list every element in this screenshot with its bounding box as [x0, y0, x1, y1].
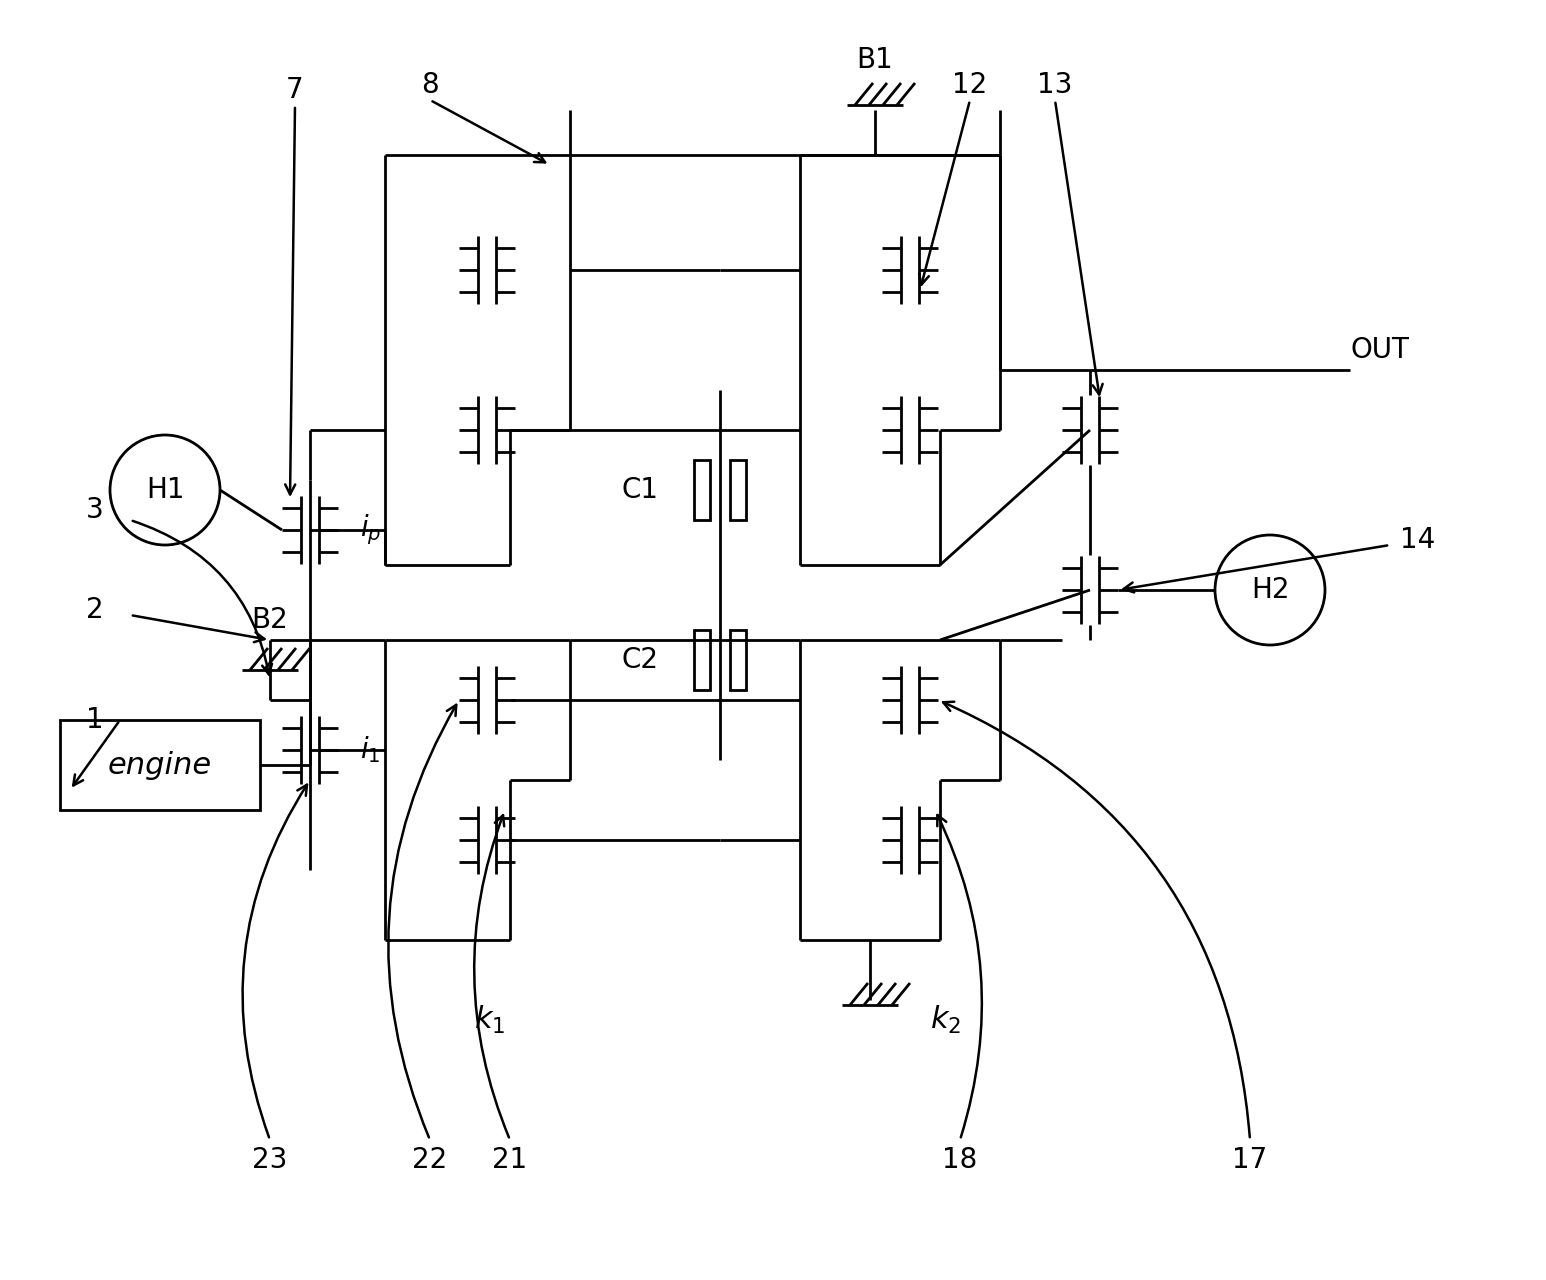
- Text: H2: H2: [1251, 576, 1289, 604]
- Text: C1: C1: [621, 476, 659, 504]
- Text: 21: 21: [492, 1146, 527, 1174]
- Text: $k_2$: $k_2$: [931, 1004, 962, 1036]
- Text: $i_1$: $i_1$: [360, 735, 380, 765]
- Bar: [60, 719, 260, 810]
- Text: 14: 14: [1401, 526, 1435, 554]
- Text: engine: engine: [108, 750, 212, 780]
- Text: 3: 3: [87, 497, 104, 524]
- Text: 7: 7: [286, 76, 305, 104]
- Text: $i_p$: $i_p$: [360, 513, 382, 548]
- Text: 12: 12: [952, 70, 988, 99]
- Text: 17: 17: [1232, 1146, 1268, 1174]
- Text: B2: B2: [252, 605, 289, 634]
- Text: 2: 2: [87, 596, 104, 625]
- Text: $k_1$: $k_1$: [475, 1004, 506, 1036]
- Text: 22: 22: [413, 1146, 448, 1174]
- Text: C2: C2: [621, 646, 659, 675]
- Text: 8: 8: [421, 70, 439, 99]
- Bar: [730, 460, 747, 520]
- Text: OUT: OUT: [1350, 337, 1408, 364]
- Bar: [730, 630, 747, 690]
- Text: 13: 13: [1037, 70, 1073, 99]
- Bar: [694, 460, 710, 520]
- Text: 23: 23: [252, 1146, 288, 1174]
- Bar: [694, 630, 710, 690]
- Text: 18: 18: [943, 1146, 977, 1174]
- Text: 1: 1: [87, 707, 104, 733]
- Text: H1: H1: [145, 476, 184, 504]
- Text: B1: B1: [856, 46, 894, 74]
